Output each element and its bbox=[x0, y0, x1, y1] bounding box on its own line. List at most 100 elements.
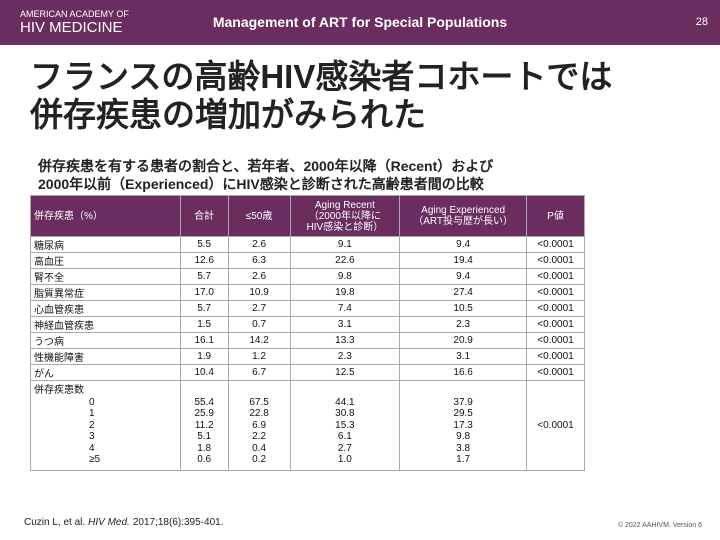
table-cell: 20.9 bbox=[399, 332, 528, 349]
column-header: ≤50歳 bbox=[227, 195, 291, 237]
cell-value: 5.1 bbox=[197, 431, 212, 442]
table-cell: 9.4 bbox=[399, 236, 528, 253]
table-cell: 16.6 bbox=[399, 364, 528, 381]
table-cell: 7.4 bbox=[289, 300, 401, 317]
table-cell: 性機能障害 bbox=[30, 348, 181, 365]
table-row: 脂質異常症 17.0 10.9 19.8 27.4 <0.0001 bbox=[30, 284, 585, 301]
table-row: 高血圧 12.6 6.3 22.6 19.4 <0.0001 bbox=[30, 252, 585, 269]
table-cell: <0.0001 bbox=[526, 300, 585, 317]
cell-value: 1.0 bbox=[337, 454, 352, 465]
table-row: 糖尿病 5.5 2.6 9.1 9.4 <0.0001 bbox=[30, 236, 585, 253]
table-cell: 9.1 bbox=[289, 236, 401, 253]
table-cell: 13.3 bbox=[289, 332, 401, 349]
table-cell: 55.4 25.9 11.2 5.1 1.8 0.6 bbox=[179, 380, 229, 471]
table-cell: 9.4 bbox=[399, 268, 528, 285]
cell-value: 15.3 bbox=[335, 419, 355, 431]
table-cell: 37.9 29.5 17.3 9.8 3.8 1.7 bbox=[399, 380, 528, 471]
table-cell: 0.7 bbox=[227, 316, 291, 333]
table-cell: 10.4 bbox=[179, 364, 229, 381]
table-cell: うつ病 bbox=[30, 332, 181, 349]
table-cell: <0.0001 bbox=[526, 332, 585, 349]
header-line: HIV感染と診断） bbox=[306, 221, 384, 233]
cell-value: 55.4 bbox=[194, 396, 214, 408]
table-row: うつ病 16.1 14.2 13.3 20.9 <0.0001 bbox=[30, 332, 585, 349]
citation-details: 2017;18(6):395-401. bbox=[132, 517, 224, 528]
copyright: © 2022 AAHIVM. Version 6 bbox=[617, 522, 702, 529]
table-cell: 12.5 bbox=[289, 364, 401, 381]
cell-value: 67.5 bbox=[249, 396, 269, 408]
table-row: 併存疾患数 0 1 2 3 4 ≥5 55.4 25.9 11.2 5.1 1.8 0.6 67.5 2… bbox=[30, 380, 585, 471]
table-cell: 10.9 bbox=[227, 284, 291, 301]
table-cell: 22.6 bbox=[289, 252, 401, 269]
table-row: 腎不全 5.7 2.6 9.8 9.4 <0.0001 bbox=[30, 268, 585, 285]
title-line: 併存疾患の増加がみられた bbox=[30, 96, 426, 133]
logo: AMERICAN ACADEMY OF HIV MEDICINE bbox=[20, 9, 129, 36]
subtitle: 併存疾患を有する患者の割合と、若年者、2000年以降（Recent）および 20… bbox=[38, 157, 493, 193]
subtitle-line: 併存疾患を有する患者の割合と、若年者、2000年以降（Recent）および bbox=[38, 158, 494, 174]
spacer bbox=[184, 385, 225, 397]
level-label: ≥5 bbox=[89, 454, 101, 465]
table-cell: 1.5 bbox=[179, 316, 229, 333]
table-cell: <0.0001 bbox=[526, 236, 585, 253]
data-table: 併存疾患（%） 合計 ≤50歳 Aging Recent （2000年以降に HIV感染と… bbox=[30, 195, 585, 471]
level-label: 0 bbox=[89, 396, 95, 408]
table-cell: 糖尿病 bbox=[30, 236, 181, 253]
level-label: 3 bbox=[89, 431, 95, 442]
cell-value: 11.2 bbox=[194, 419, 214, 431]
cell-value: 29.5 bbox=[453, 408, 473, 419]
column-header: 併存疾患（%） bbox=[30, 195, 181, 237]
subtitle-line: 2000年以前（Experienced）にHIV感染と診断された高齢患者間の比較 bbox=[38, 176, 484, 192]
spacer bbox=[294, 385, 397, 397]
cell-value: 25.9 bbox=[194, 408, 214, 419]
table-cell: 2.6 bbox=[227, 236, 291, 253]
level-label: 1 bbox=[89, 408, 95, 419]
cell-value: 1.8 bbox=[197, 442, 212, 454]
table-cell: 10.5 bbox=[399, 300, 528, 317]
title-line: フランスの高齢HIV感染者コホートでは bbox=[30, 58, 613, 95]
table-cell: <0.0001 bbox=[526, 268, 585, 285]
cell-value: 17.3 bbox=[453, 419, 473, 431]
column-header: 合計 bbox=[179, 195, 229, 237]
level-label: 2 bbox=[89, 419, 95, 431]
table-cell: <0.0001 bbox=[526, 348, 585, 365]
header-line: ≤50歳 bbox=[245, 210, 273, 222]
table-row: 神経血管疾患 1.5 0.7 3.1 2.3 <0.0001 bbox=[30, 316, 585, 333]
header-title: Management of ART for Special Population… bbox=[212, 14, 508, 30]
table-cell: 16.1 bbox=[179, 332, 229, 349]
table-cell: 併存疾患数 0 1 2 3 4 ≥5 bbox=[30, 380, 181, 471]
table-cell: 脂質異常症 bbox=[30, 284, 181, 301]
table-cell: 27.4 bbox=[399, 284, 528, 301]
table-cell: 3.1 bbox=[399, 348, 528, 365]
table-cell: <0.0001 bbox=[526, 252, 585, 269]
logo-line: HIV MEDICINE bbox=[20, 19, 123, 36]
cell-value: 30.8 bbox=[335, 408, 355, 419]
table-cell: 3.1 bbox=[289, 316, 401, 333]
table-cell: 腎不全 bbox=[30, 268, 181, 285]
table-cell: 5.5 bbox=[179, 236, 229, 253]
table-cell: 2.7 bbox=[227, 300, 291, 317]
table-cell: 12.6 bbox=[179, 252, 229, 269]
table-cell: 心血管疾患 bbox=[30, 300, 181, 317]
column-header: Aging Recent （2000年以降に HIV感染と診断） bbox=[289, 195, 401, 237]
table-cell: 2.6 bbox=[227, 268, 291, 285]
table-cell: 1.2 bbox=[227, 348, 291, 365]
header-line: （ART投与歴が長い） bbox=[413, 216, 514, 227]
table-cell: 19.4 bbox=[399, 252, 528, 269]
level-label: 4 bbox=[89, 442, 95, 454]
cell-value: 37.9 bbox=[453, 396, 473, 408]
cell-value: 0.4 bbox=[252, 442, 267, 454]
citation-authors: Cuzin L, et al. bbox=[24, 517, 86, 528]
table-cell: 5.7 bbox=[179, 268, 229, 285]
table-cell: <0.0001 bbox=[526, 364, 585, 381]
table-cell: 6.3 bbox=[227, 252, 291, 269]
header-line: Aging Recent bbox=[314, 199, 375, 211]
column-header: P値 bbox=[526, 195, 585, 237]
table-cell: 1.9 bbox=[179, 348, 229, 365]
cell-value: 3.8 bbox=[456, 442, 471, 454]
cell-value: 0.6 bbox=[197, 454, 212, 465]
spacer bbox=[403, 385, 523, 397]
table-cell: 6.7 bbox=[227, 364, 291, 381]
row-label: 併存疾患数 bbox=[34, 385, 84, 396]
table-cell: <0.0001 bbox=[526, 316, 585, 333]
